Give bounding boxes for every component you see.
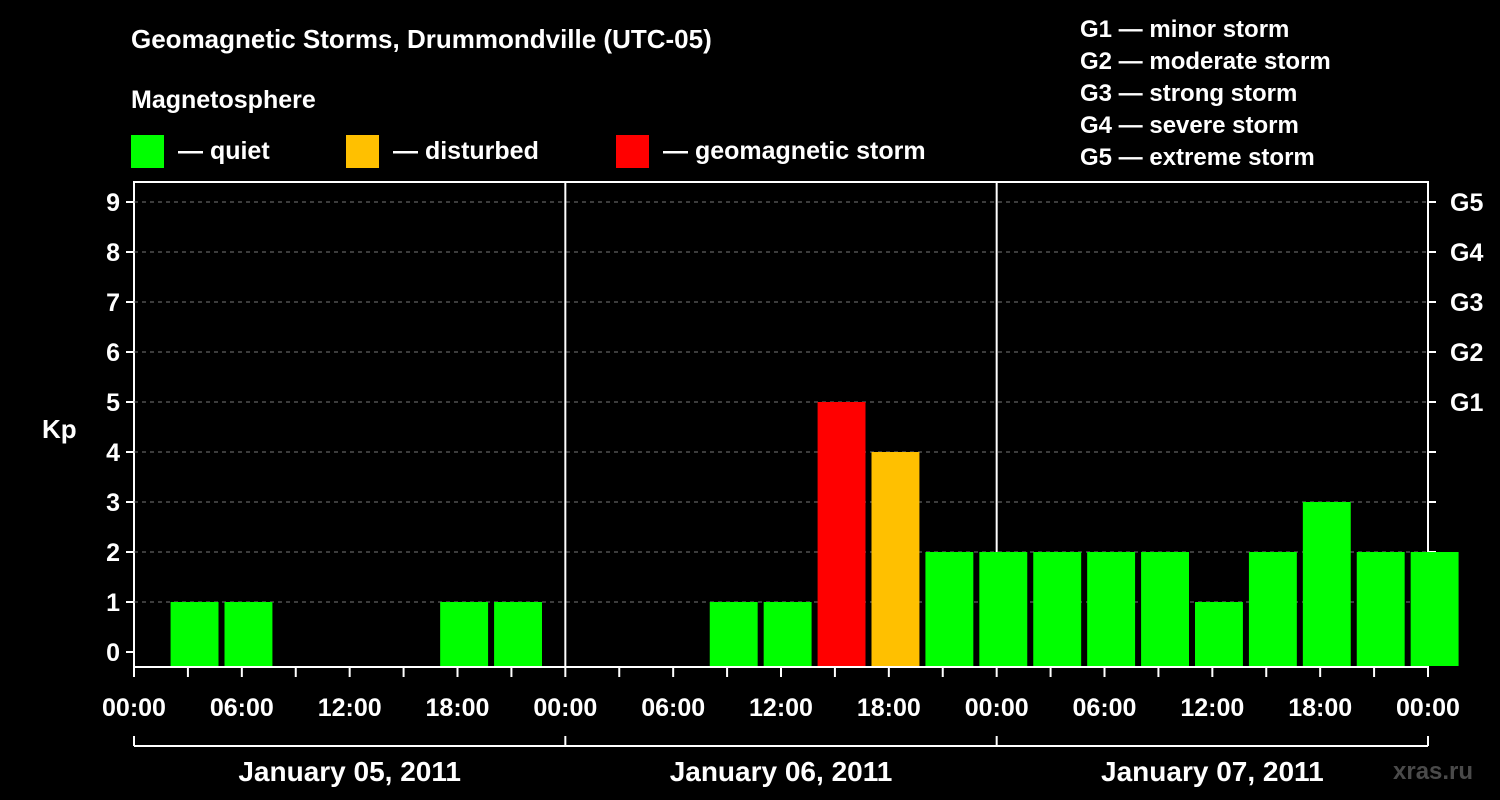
g-scale-g2: G2 — moderate storm <box>1080 48 1331 75</box>
legend-item-quiet: — quiet <box>131 134 270 168</box>
y-tick-label-6: 6 <box>106 339 120 367</box>
legend-label-quiet: — quiet <box>178 136 270 165</box>
y-tick-label-1: 1 <box>106 589 120 617</box>
x-tick-label-1: 06:00 <box>210 694 274 722</box>
y-tick-label-0: 0 <box>106 639 120 667</box>
right-axis-label-g1: G1 <box>1450 389 1483 417</box>
y-tick-label-2: 2 <box>106 539 120 567</box>
y-tick-label-5: 5 <box>106 389 120 417</box>
watermark: xras.ru <box>1393 758 1474 785</box>
bar-16 <box>979 552 1028 666</box>
bar-6 <box>440 602 489 666</box>
right-axis-label-g3: G3 <box>1450 289 1483 317</box>
bar-12 <box>763 602 812 666</box>
day-label-2: January 07, 2011 <box>1101 756 1324 787</box>
bar-11 <box>709 602 758 666</box>
x-tick-label-5: 06:00 <box>641 694 705 722</box>
x-tick-label-4: 00:00 <box>533 694 597 722</box>
chart-title: Geomagnetic Storms, Drummondville (UTC-0… <box>131 24 712 54</box>
day-label-0: January 05, 2011 <box>238 756 461 787</box>
g-scale-g1: G1 — minor storm <box>1080 16 1290 43</box>
bar-17 <box>1033 552 1082 666</box>
chart-subtitle: Magnetosphere <box>131 86 316 114</box>
g-scale-list: G1 — minor storm G2 — moderate storm G3 … <box>1080 14 1331 174</box>
y-tick-label-4: 4 <box>106 439 120 467</box>
right-axis-label-g2: G2 <box>1450 339 1483 367</box>
x-tick-label-3: 18:00 <box>426 694 490 722</box>
x-tick-label-7: 18:00 <box>857 694 921 722</box>
x-tick-label-11: 18:00 <box>1288 694 1352 722</box>
bar-21 <box>1248 552 1297 666</box>
bar-7 <box>494 602 543 666</box>
x-tick-label-10: 12:00 <box>1180 694 1244 722</box>
y-tick-label-3: 3 <box>106 489 120 517</box>
legend-swatch-quiet <box>131 134 164 168</box>
legend-label-disturbed: — disturbed <box>393 136 539 165</box>
right-axis-label-g5: G5 <box>1450 189 1483 217</box>
bar-19 <box>1141 552 1190 666</box>
y-tick-label-9: 9 <box>106 189 120 217</box>
g-scale-g3: G3 — strong storm <box>1080 80 1298 107</box>
y-tick-label-7: 7 <box>106 289 120 317</box>
y-tick-label-8: 8 <box>106 239 120 267</box>
legend-swatch-disturbed <box>346 134 379 168</box>
legend-label-storm: — geomagnetic storm <box>663 136 926 165</box>
legend-item-storm: — geomagnetic storm <box>616 134 926 168</box>
plot-frame <box>133 181 1429 668</box>
bar-23 <box>1356 552 1405 666</box>
x-tick-label-6: 12:00 <box>749 694 813 722</box>
x-tick-label-9: 06:00 <box>1073 694 1137 722</box>
bar-14 <box>871 452 920 666</box>
bar-13 <box>817 402 866 666</box>
x-tick-label-0: 00:00 <box>102 694 166 722</box>
bar-15 <box>925 552 974 666</box>
day-label-1: January 06, 2011 <box>670 756 893 787</box>
g-scale-g5: G5 — extreme storm <box>1080 144 1315 171</box>
x-tick-label-12: 00:00 <box>1396 694 1460 722</box>
legend-item-disturbed: — disturbed <box>346 134 539 168</box>
bar-1 <box>170 602 219 666</box>
bar-24 <box>1410 552 1459 666</box>
right-axis-label-g4: G4 <box>1450 239 1483 267</box>
bar-18 <box>1087 552 1136 666</box>
x-tick-label-8: 00:00 <box>965 694 1029 722</box>
legend-swatch-storm <box>616 134 649 168</box>
bar-22 <box>1302 502 1351 666</box>
y-axis-label: Kp <box>42 414 77 444</box>
bar-20 <box>1195 602 1243 666</box>
x-tick-label-2: 12:00 <box>318 694 382 722</box>
g-scale-g4: G4 — severe storm <box>1080 112 1299 139</box>
bar-2 <box>224 602 273 666</box>
